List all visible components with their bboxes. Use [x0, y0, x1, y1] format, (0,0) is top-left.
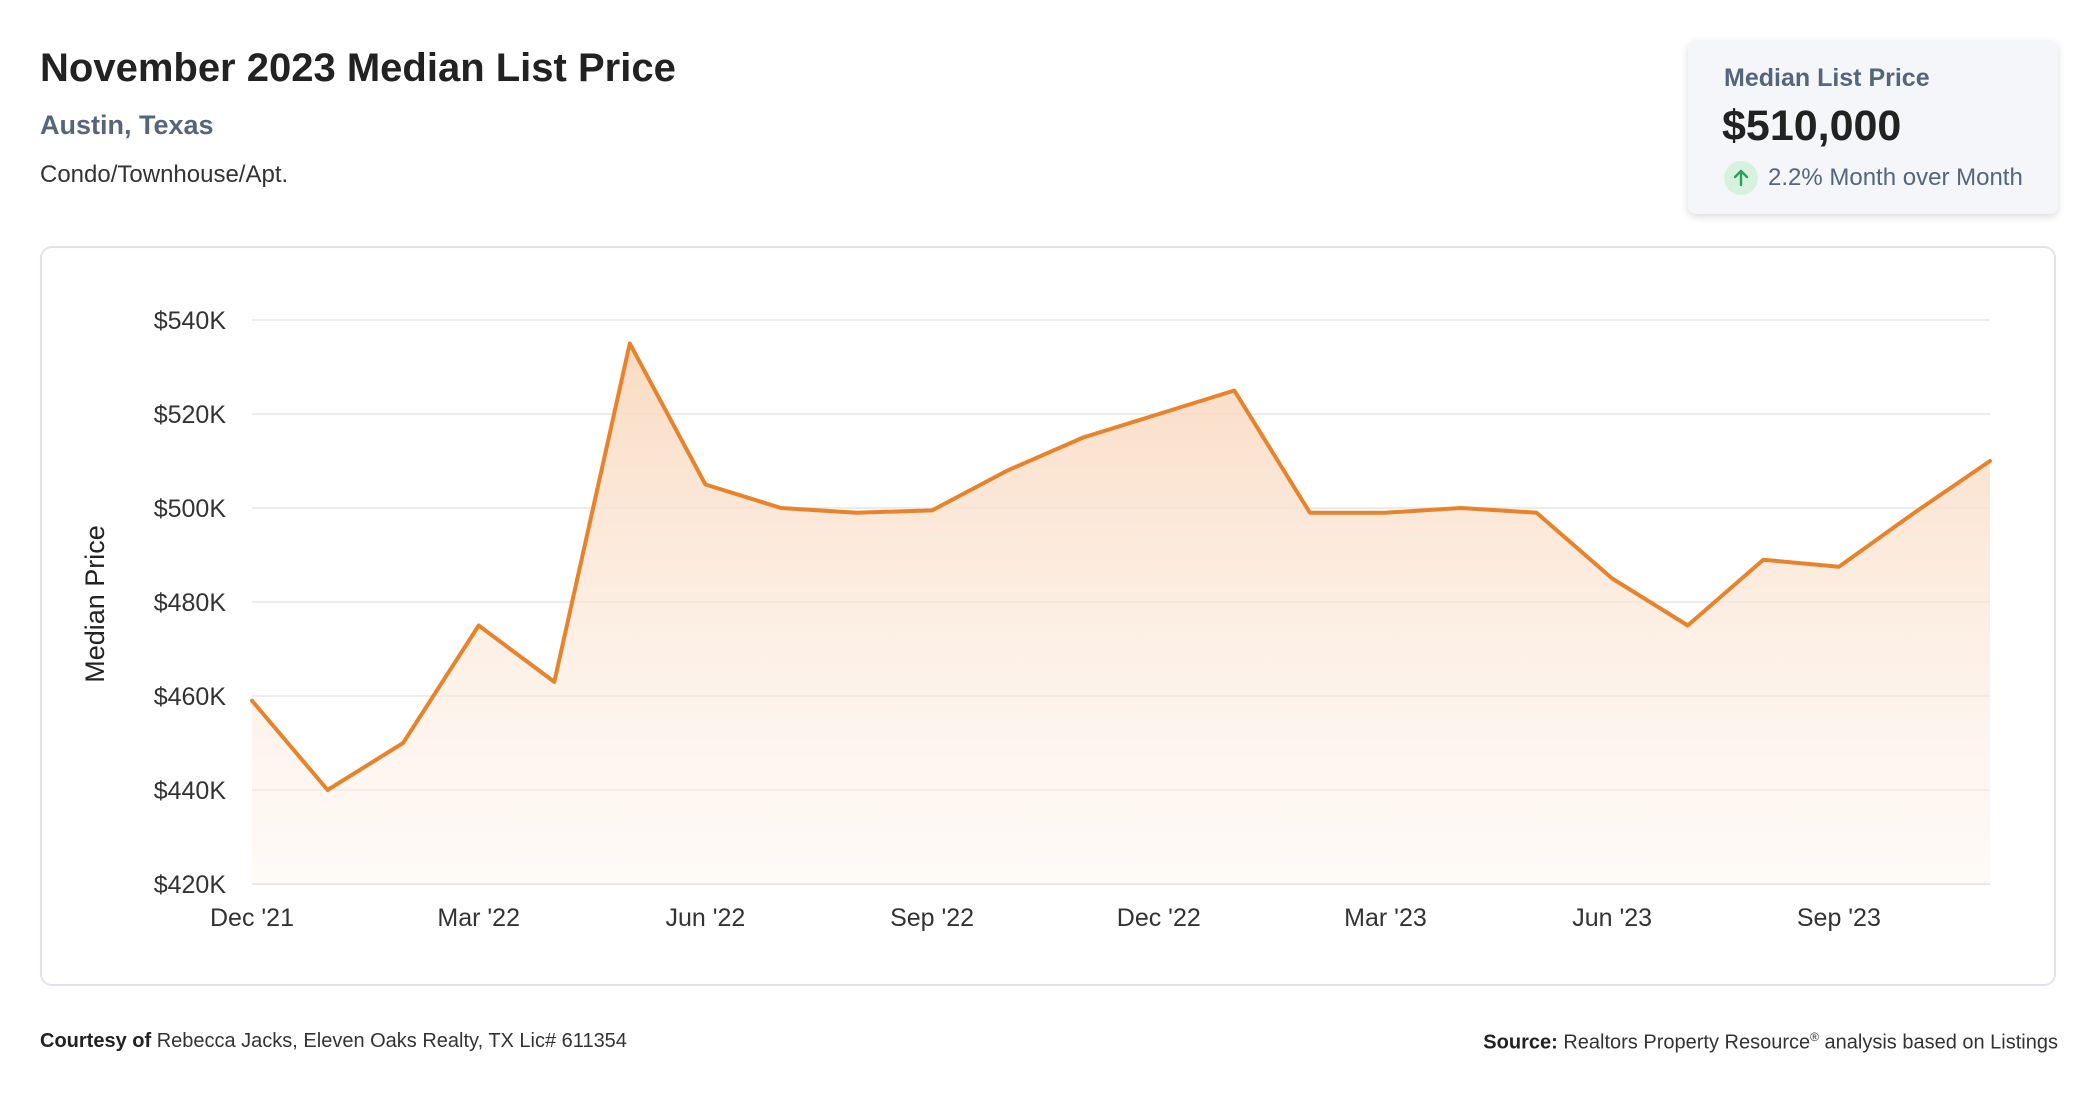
- stat-label: Median List Price: [1724, 64, 1930, 92]
- y-tick-labels: $420K $440K $460K $480K $500K $520K $540K: [154, 307, 227, 899]
- y-axis-title: Median Price: [80, 525, 110, 683]
- median-price-chart: $420K $440K $460K $480K $500K $520K $540K Dec …: [80, 307, 1992, 932]
- stat-value: $510,000: [1722, 102, 1902, 150]
- x-tick-labels: Dec '21 Mar '22 Jun '22 Sep '22 Dec '22 Mar '…: [210, 904, 1881, 932]
- price-line: [250, 341, 1992, 792]
- y-tick-label: $540K: [154, 307, 227, 335]
- stat-change: 2.2% Month over Month: [1724, 161, 2023, 195]
- stat-card: Median List Price $510,000 2.2% Month ov…: [1688, 40, 2058, 214]
- source-label: Source:: [1483, 1031, 1558, 1054]
- line-layer: [250, 341, 1992, 792]
- courtesy-label: Courtesy of: [40, 1030, 152, 1052]
- x-tick-label: Sep '23: [1797, 904, 1881, 932]
- y-tick-label: $440K: [154, 777, 227, 805]
- y-tick-label: $420K: [154, 871, 227, 899]
- property-type-label: Condo/Townhouse/Apt.: [40, 161, 289, 188]
- chart-card: $420K $440K $460K $480K $500K $520K $540K Dec …: [40, 246, 2056, 986]
- y-tick-label: $480K: [154, 589, 227, 617]
- courtesy-text: Rebecca Jacks, Eleven Oaks Realty, TX Li…: [156, 1030, 627, 1052]
- x-tick-label: Mar '23: [1344, 904, 1427, 932]
- source-footer: Source: Realtors Property Resource® anal…: [1483, 1030, 2058, 1055]
- x-tick-label: Sep '22: [890, 904, 974, 932]
- x-tick-label: Dec '22: [1117, 904, 1201, 932]
- source-text: Realtors Property Resource: [1563, 1031, 1811, 1054]
- x-tick-label: Jun '23: [1572, 904, 1652, 932]
- x-tick-label: Dec '21: [210, 904, 294, 932]
- page-title: November 2023 Median List Price: [40, 46, 676, 90]
- price-area-fill: [252, 343, 1990, 884]
- stat-change-text: 2.2% Month over Month: [1768, 164, 2023, 191]
- y-tick-label: $460K: [154, 683, 227, 711]
- location-label: Austin, Texas: [40, 110, 214, 140]
- registered-mark: ®: [1810, 1030, 1819, 1044]
- arrow-up-icon: [1724, 161, 1758, 195]
- x-tick-label: Mar '22: [437, 904, 520, 932]
- courtesy-footer: Courtesy of Rebecca Jacks, Eleven Oaks R…: [40, 1030, 627, 1053]
- x-tick-label: Jun '22: [665, 904, 745, 932]
- area-layer: [252, 343, 1990, 884]
- y-tick-label: $520K: [154, 401, 227, 429]
- source-suffix: analysis based on Listings: [1824, 1031, 2058, 1054]
- y-tick-label: $500K: [154, 495, 227, 523]
